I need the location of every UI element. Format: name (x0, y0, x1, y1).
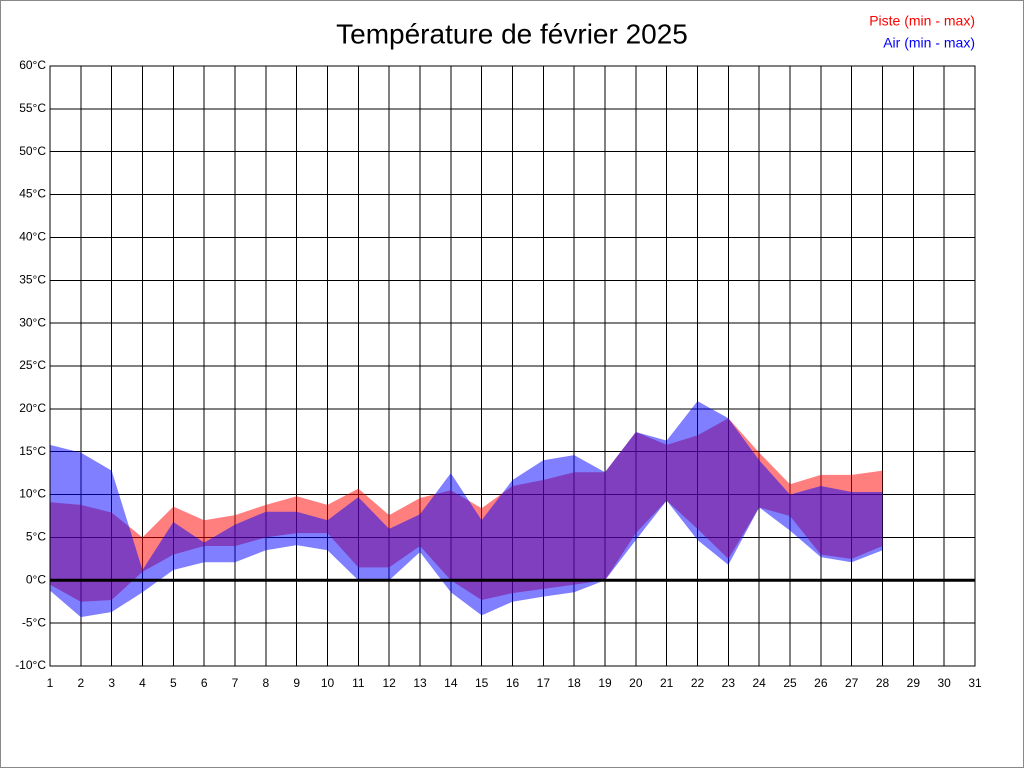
x-tick-label: 1 (47, 676, 54, 690)
y-tick-label: 10°C (19, 487, 46, 501)
x-tick-label: 13 (413, 676, 427, 690)
y-tick-label: 15°C (19, 444, 46, 458)
x-tick-label: 4 (139, 676, 146, 690)
y-tick-label: 60°C (19, 58, 46, 72)
x-tick-label: 30 (937, 676, 951, 690)
y-tick-label: 25°C (19, 358, 46, 372)
x-tick-label: 10 (321, 676, 335, 690)
y-tick-label: -5°C (22, 615, 46, 629)
x-tick-label: 25 (783, 676, 797, 690)
range-area (50, 401, 883, 618)
x-tick-label: 28 (876, 676, 890, 690)
x-tick-label: 21 (660, 676, 674, 690)
y-tick-label: 35°C (19, 272, 46, 286)
x-tick-label: 9 (293, 676, 300, 690)
x-tick-label: 23 (722, 676, 736, 690)
x-tick-label: 17 (537, 676, 551, 690)
x-tick-label: 31 (968, 676, 982, 690)
x-tick-label: 20 (629, 676, 643, 690)
x-tick-label: 19 (598, 676, 612, 690)
x-tick-label: 16 (506, 676, 520, 690)
plot-border (49, 65, 976, 667)
x-tick-label: 2 (77, 676, 84, 690)
x-tick-label: 8 (262, 676, 269, 690)
x-tick-label: 27 (845, 676, 859, 690)
x-tick-label: 18 (567, 676, 581, 690)
x-tick-label: 24 (752, 676, 766, 690)
y-tick-label: 40°C (19, 230, 46, 244)
x-tick-label: 5 (170, 676, 177, 690)
x-tick-label: 15 (475, 676, 489, 690)
y-tick-label: -10°C (15, 658, 46, 672)
x-tick-label: 3 (108, 676, 115, 690)
y-tick-label: 5°C (26, 530, 46, 544)
x-tick-label: 12 (382, 676, 396, 690)
legend-entry: Piste (min - max) (869, 13, 975, 29)
y-tick-label: 30°C (19, 315, 46, 329)
chart-title: Température de février 2025 (336, 18, 688, 49)
legend-entry: Air (min - max) (883, 35, 975, 51)
x-tick-label: 29 (907, 676, 921, 690)
x-tick-label: 22 (691, 676, 705, 690)
x-tick-label: 14 (444, 676, 458, 690)
y-tick-label: 50°C (19, 144, 46, 158)
y-tick-label: 45°C (19, 187, 46, 201)
x-tick-label: 6 (201, 676, 208, 690)
x-tick-label: 7 (232, 676, 239, 690)
y-tick-label: 20°C (19, 401, 46, 415)
x-tick-label: 11 (352, 676, 365, 690)
y-tick-label: 55°C (19, 101, 46, 115)
x-tick-label: 26 (814, 676, 828, 690)
y-tick-label: 0°C (26, 572, 46, 586)
